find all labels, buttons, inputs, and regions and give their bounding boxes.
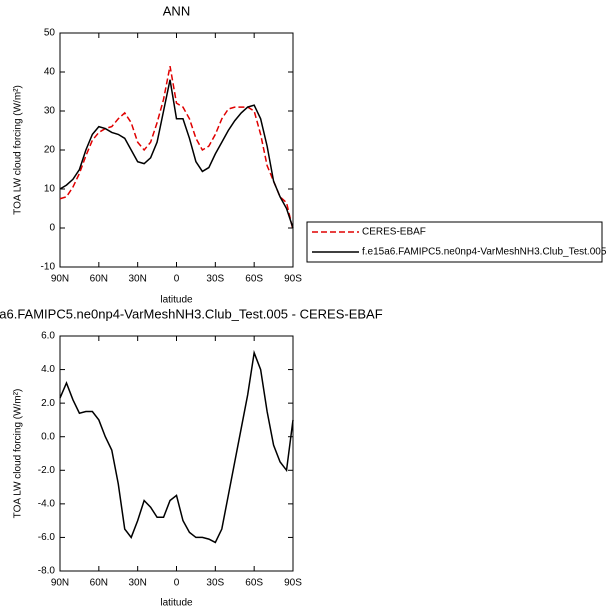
x-axis-label: latitude [160, 295, 193, 306]
y-tick-label: 40 [44, 67, 56, 78]
y-tick-label: -6.0 [38, 532, 56, 543]
legend-box [306, 221, 603, 263]
x-tick-label: 60N [90, 578, 108, 589]
y-tick-label: -10 [41, 262, 56, 273]
y-tick-label: 20 [44, 145, 56, 156]
series-line [59, 79, 294, 229]
y-tick-label: 10 [44, 184, 56, 195]
y-tick-label: 6.0 [41, 331, 55, 342]
plot-frame [59, 32, 294, 268]
plot-frame [59, 335, 294, 572]
x-tick-label: 90S [284, 274, 302, 285]
x-tick-label: 60S [245, 578, 263, 589]
y-tick-label: -4.0 [38, 498, 56, 509]
y-tick-label: 30 [44, 106, 56, 117]
x-tick-label: 60N [90, 274, 108, 285]
y-axis-label: TOA LW cloud forcing (W/m²) [13, 389, 24, 519]
legend-label: f.e15a6.FAMIPC5.ne0np4-VarMeshNH3.Club_T… [362, 247, 607, 258]
x-tick-label: 0 [174, 578, 180, 589]
series-line [59, 66, 294, 231]
y-tick-label: -8.0 [38, 566, 56, 577]
x-tick-label: 60S [245, 274, 263, 285]
y-tick-label: 4.0 [41, 364, 55, 375]
y-tick-label: 0 [49, 223, 55, 234]
y-tick-label: 2.0 [41, 398, 55, 409]
series-line [59, 349, 294, 544]
x-axis-label: latitude [160, 598, 193, 609]
x-tick-label: 30N [128, 578, 146, 589]
y-tick-label: -2.0 [38, 465, 56, 476]
x-tick-label: 30S [206, 578, 224, 589]
y-axis-label: TOA LW cloud forcing (W/m²) [13, 85, 24, 215]
x-tick-label: 90N [51, 578, 69, 589]
x-tick-label: 30N [128, 274, 146, 285]
y-tick-label: 0.0 [41, 431, 55, 442]
chart-title: f.e15a6.FAMIPC5.ne0np4-VarMeshNH3.Club_T… [0, 306, 383, 321]
chart-title: ANN [163, 3, 190, 18]
x-tick-label: 0 [174, 274, 180, 285]
x-tick-label: 90N [51, 274, 69, 285]
x-tick-label: 30S [206, 274, 224, 285]
y-tick-label: 50 [44, 28, 56, 39]
legend-label: CERES-EBAF [362, 227, 426, 238]
x-tick-label: 90S [284, 578, 302, 589]
